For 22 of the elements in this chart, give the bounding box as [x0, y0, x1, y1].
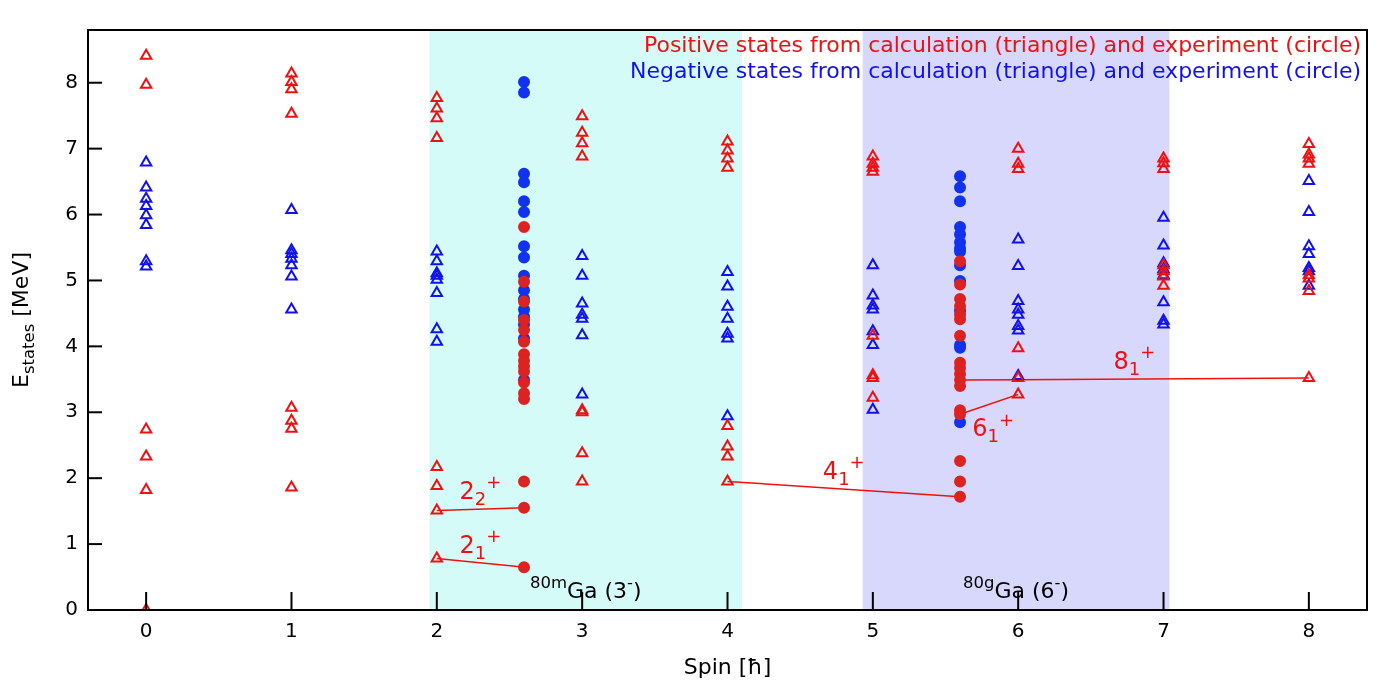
y-tick-label: 0 — [65, 596, 78, 621]
x-tick-label: 3 — [575, 618, 589, 643]
x-tick-label: 7 — [1157, 618, 1170, 643]
y-tick-label: 6 — [65, 200, 78, 225]
y-tick-label: 4 — [65, 332, 78, 357]
y-tick-label: 3 — [65, 398, 78, 423]
text: Positive states from calculation (triangle) and experiment (circle) — [643, 32, 1361, 57]
x-tick-label: 1 — [285, 618, 298, 643]
y-tick-label: 7 — [65, 134, 78, 159]
x-tick-label: 8 — [1302, 618, 1316, 643]
x-tick-label: 2 — [430, 618, 444, 643]
y-axis-title: Estates [MeV] — [8, 251, 38, 389]
x-axis-title: Spin [ħ] — [683, 654, 772, 679]
x-tick-label: 5 — [866, 618, 880, 643]
text: Negative states from calculation (triangle) and experiment (circle) — [630, 58, 1361, 83]
x-tick-label: 4 — [721, 618, 734, 643]
x-tick-label: 0 — [139, 618, 153, 643]
y-tick-label: 5 — [65, 266, 78, 291]
y-tick-label: 1 — [65, 530, 78, 555]
y-tick-label: 2 — [65, 464, 78, 489]
x-tick-label: 6 — [1011, 618, 1025, 643]
y-tick-label: 8 — [65, 68, 78, 93]
